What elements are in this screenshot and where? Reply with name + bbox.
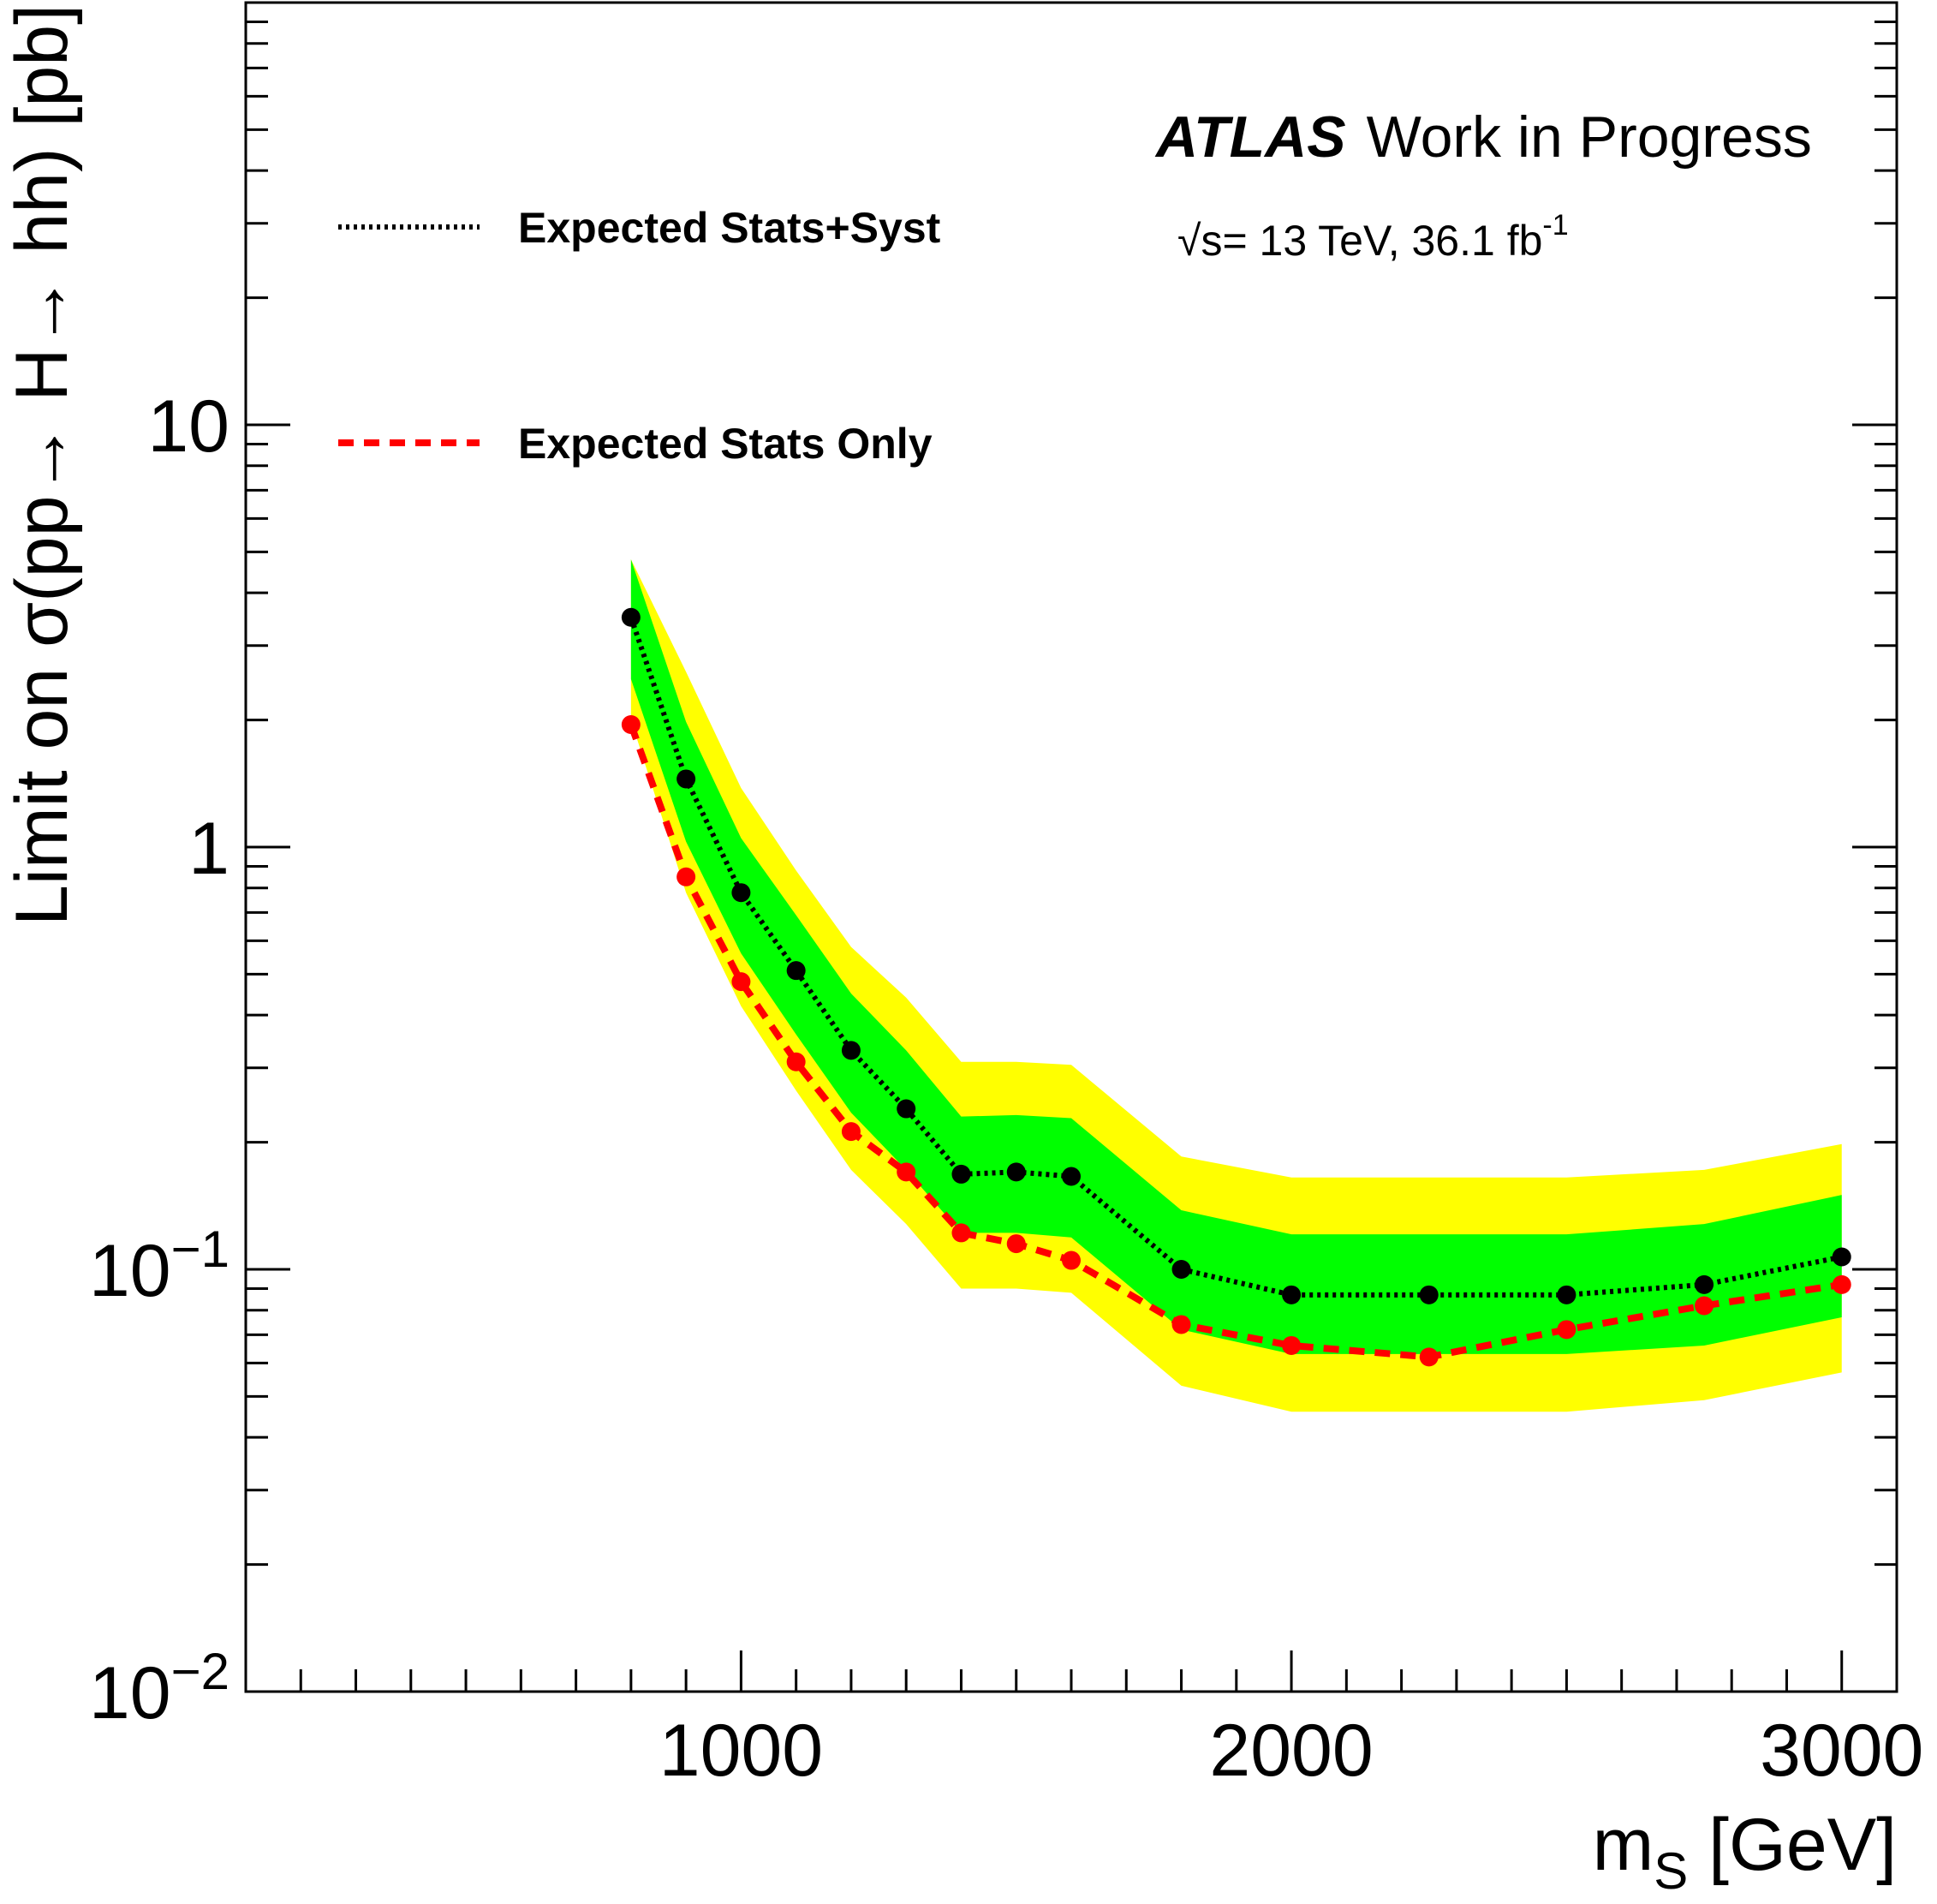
- legend-label-stats-only: Expected Stats Only: [518, 420, 933, 468]
- point-stats-syst: [1419, 1285, 1439, 1304]
- series-points: [621, 607, 1851, 1367]
- point-stats-syst: [897, 1099, 916, 1119]
- lumi-exponent: -1: [1542, 209, 1568, 242]
- y-tick-label: 10−2: [89, 1643, 229, 1734]
- x-axis-label-unit: [GeV]: [1688, 1804, 1897, 1886]
- point-stats-syst: [1695, 1274, 1714, 1294]
- x-axis-label-main: m: [1593, 1804, 1654, 1886]
- point-stats-syst: [1832, 1247, 1851, 1267]
- point-stats-syst: [1557, 1285, 1576, 1304]
- point-stats-syst: [1062, 1167, 1081, 1186]
- point-stats-only: [786, 1052, 806, 1071]
- y-tick-label-base: 10: [89, 1652, 171, 1734]
- point-stats-only: [897, 1162, 916, 1182]
- energy-lumi-label: = 13 TeV, 36.1 fb: [1222, 217, 1542, 265]
- y-tick-label-exponent: −1: [171, 1221, 229, 1278]
- point-stats-only: [951, 1223, 971, 1243]
- point-stats-syst: [1171, 1260, 1191, 1279]
- point-stats-only: [1557, 1320, 1576, 1340]
- point-stats-only: [1419, 1347, 1439, 1367]
- point-stats-syst: [676, 769, 696, 789]
- point-stats-syst: [841, 1041, 861, 1060]
- energy-label: √s= 13 TeV, 36.1 fb-1: [1177, 209, 1569, 265]
- y-tick-label-base: 1: [188, 808, 229, 890]
- legend-label-stats-syst: Expected Stats+Syst: [518, 204, 941, 252]
- point-stats-only: [1282, 1335, 1302, 1355]
- point-stats-only: [676, 867, 696, 886]
- y-tick-label: 10−1: [89, 1221, 229, 1312]
- y-tick-label-base: 10: [147, 385, 229, 468]
- band-1sigma: [630, 559, 1842, 1354]
- y-tick-label: 1: [188, 808, 229, 890]
- point-stats-only: [1832, 1274, 1851, 1294]
- point-stats-only: [1171, 1315, 1191, 1334]
- sqrt-s-label: √s: [1177, 217, 1222, 265]
- legend: Expected Stats+Syst Expected Stats Only: [338, 204, 941, 468]
- axis-ticks: [246, 21, 1897, 1693]
- point-stats-syst: [951, 1164, 971, 1184]
- plot-frame: [244, 1, 1898, 1693]
- point-stats-only: [841, 1122, 861, 1142]
- point-stats-only: [1006, 1234, 1026, 1254]
- point-stats-syst: [731, 883, 751, 903]
- status-label: Work in Progress: [1367, 104, 1812, 170]
- y-tick-label-base: 10: [89, 1230, 171, 1312]
- point-stats-syst: [621, 607, 641, 627]
- x-axis-label: mS [GeV]: [1593, 1804, 1897, 1900]
- point-stats-syst: [1282, 1285, 1302, 1304]
- y-tick-label-exponent: −2: [171, 1643, 229, 1700]
- experiment-label: ATLAS Work in Progress: [1154, 104, 1812, 170]
- point-stats-only: [731, 972, 751, 992]
- y-axis-label: Limit on σ(pp→ H→ hh) [pb]: [1, 4, 83, 926]
- x-axis-label-sub: S: [1654, 1842, 1688, 1900]
- point-stats-only: [1062, 1250, 1081, 1270]
- point-stats-only: [1695, 1296, 1714, 1316]
- x-tick-label: 2000: [1209, 1710, 1373, 1792]
- x-tick-label: 3000: [1760, 1710, 1923, 1792]
- atlas-label: ATLAS: [1154, 104, 1346, 170]
- x-tick-label: 1000: [659, 1710, 823, 1792]
- y-tick-label: 10: [147, 385, 229, 468]
- point-stats-only: [621, 715, 641, 735]
- point-stats-syst: [786, 961, 806, 981]
- point-stats-syst: [1006, 1162, 1026, 1182]
